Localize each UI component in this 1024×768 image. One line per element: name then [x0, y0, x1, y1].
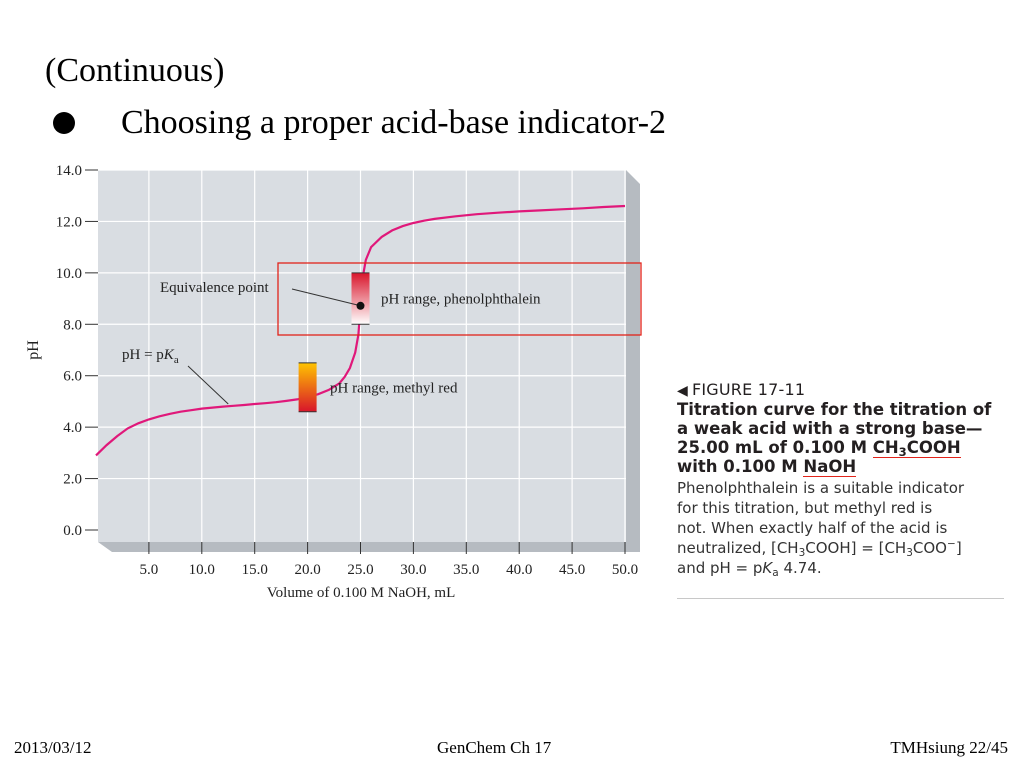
plot-area — [98, 170, 626, 542]
x-tick-label: 10.0 — [189, 562, 215, 578]
x-tick-label: 45.0 — [559, 562, 585, 578]
x-tick-label: 20.0 — [294, 562, 320, 578]
equivalence-leader-line — [291, 288, 361, 307]
y-tick-label: 8.0 — [63, 317, 82, 333]
bullet-text: Choosing a proper acid-base indicator-2 — [121, 104, 667, 141]
footer-course: GenChem Ch 17 — [437, 738, 552, 757]
y-tick-label: 12.0 — [56, 214, 82, 230]
figure-title: Titration curve for the titration of a w… — [677, 400, 992, 477]
y-tick-label: 0.0 — [63, 523, 82, 539]
pka-leader-line — [187, 365, 229, 405]
indicator-ranges: pH range, phenolphthalein pH range, methy… — [298, 272, 541, 413]
x-tick-label: 30.0 — [400, 562, 426, 578]
y-axis-label: pH — [25, 340, 42, 360]
y-axis: 0.0 2.0 4.0 6.0 8.0 10.0 12.0 14.0 — [56, 163, 98, 539]
y-tick-label: 14.0 — [56, 163, 82, 179]
figure-label: ◀ FIGURE 17-11 — [677, 380, 806, 399]
figure-caption: ◀ FIGURE 17-11 Titration curve for the ti… — [677, 380, 1007, 578]
caption-divider — [677, 598, 1004, 599]
x-tick-label: 15.0 — [242, 562, 268, 578]
y-tick-label: 4.0 — [63, 420, 82, 436]
slide-title: (Continuous) — [45, 52, 225, 89]
indicator-range-bar — [298, 362, 317, 412]
indicator-range-label: pH range, methyl red — [330, 380, 458, 396]
bullet-dot-icon — [53, 112, 75, 134]
triangle-left-icon: ◀ — [677, 383, 688, 399]
titration-curve — [95, 204, 626, 457]
pka-label: pH = pKa — [122, 347, 179, 366]
x-tick-label: 35.0 — [453, 562, 479, 578]
y-tick-label: 2.0 — [63, 472, 82, 488]
footer-date: 2013/03/12 — [14, 738, 92, 757]
equivalence-point-label: Equivalence point — [160, 280, 270, 296]
y-tick-label: 10.0 — [56, 266, 82, 282]
x-tick-label: 25.0 — [347, 562, 373, 578]
x-tick-label: 5.0 — [140, 562, 159, 578]
x-tick-label: 50.0 — [612, 562, 638, 578]
indicator-range-bar — [351, 272, 370, 325]
x-axis-label: Volume of 0.100 M NaOH, mL — [267, 585, 455, 601]
x-axis: 5.0 10.0 15.0 20.0 25.0 30.0 35.0 40.0 45.0 50.0 — [140, 542, 638, 578]
indicator-range-label: pH range, phenolphthalein — [381, 292, 541, 308]
footer-page: TMHsiung 22/45 — [890, 738, 1008, 757]
x-tick-label: 40.0 — [506, 562, 532, 578]
phenolphthalein-highlight-box — [277, 262, 642, 336]
figure-description: Phenolphthalein is a suitable indicator … — [677, 479, 965, 579]
y-tick-label: 6.0 — [63, 369, 82, 385]
bullet-point: Choosing a proper acid-base indicator-2 — [45, 104, 666, 142]
equivalence-point-marker — [356, 301, 365, 310]
grid-lines — [98, 169, 626, 542]
